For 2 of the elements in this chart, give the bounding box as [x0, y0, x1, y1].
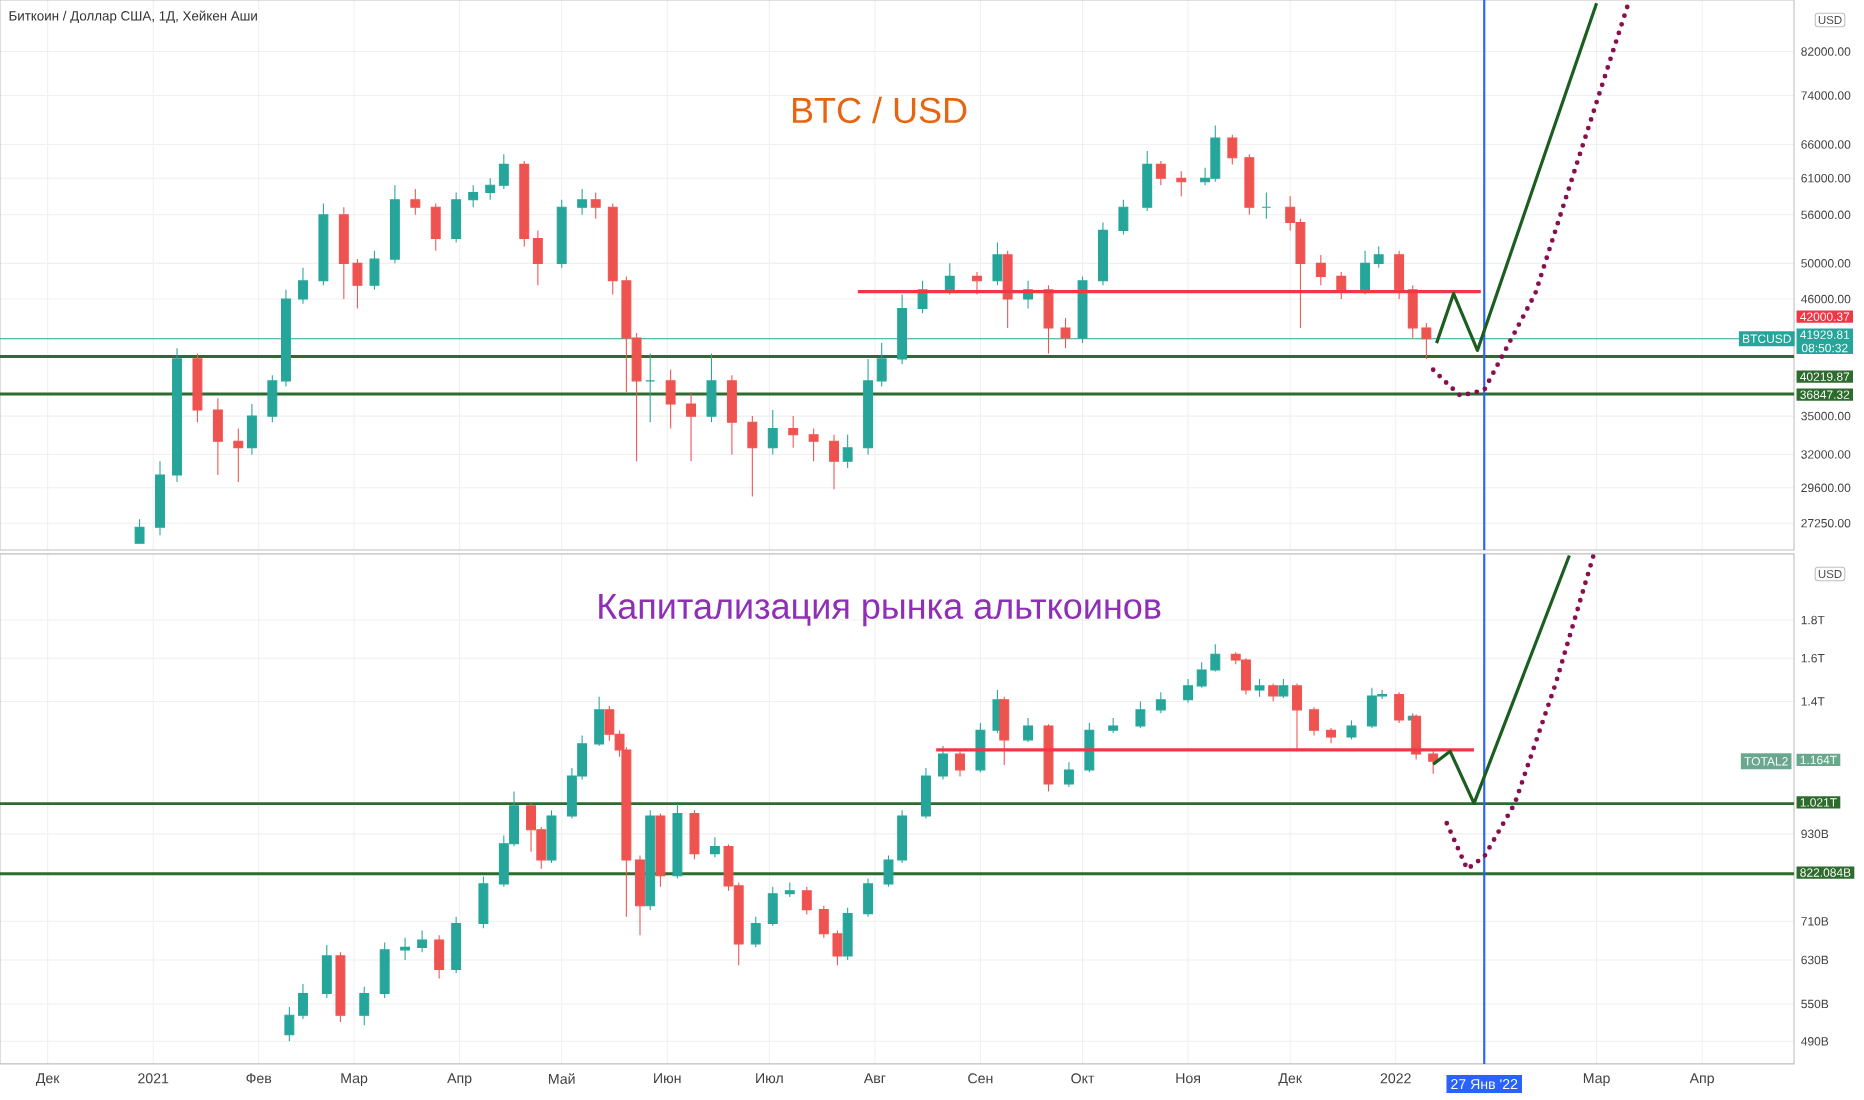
text: Капитализация рынка альткоинов	[599, 593, 1161, 627]
text: BTC / USD	[793, 96, 967, 124]
